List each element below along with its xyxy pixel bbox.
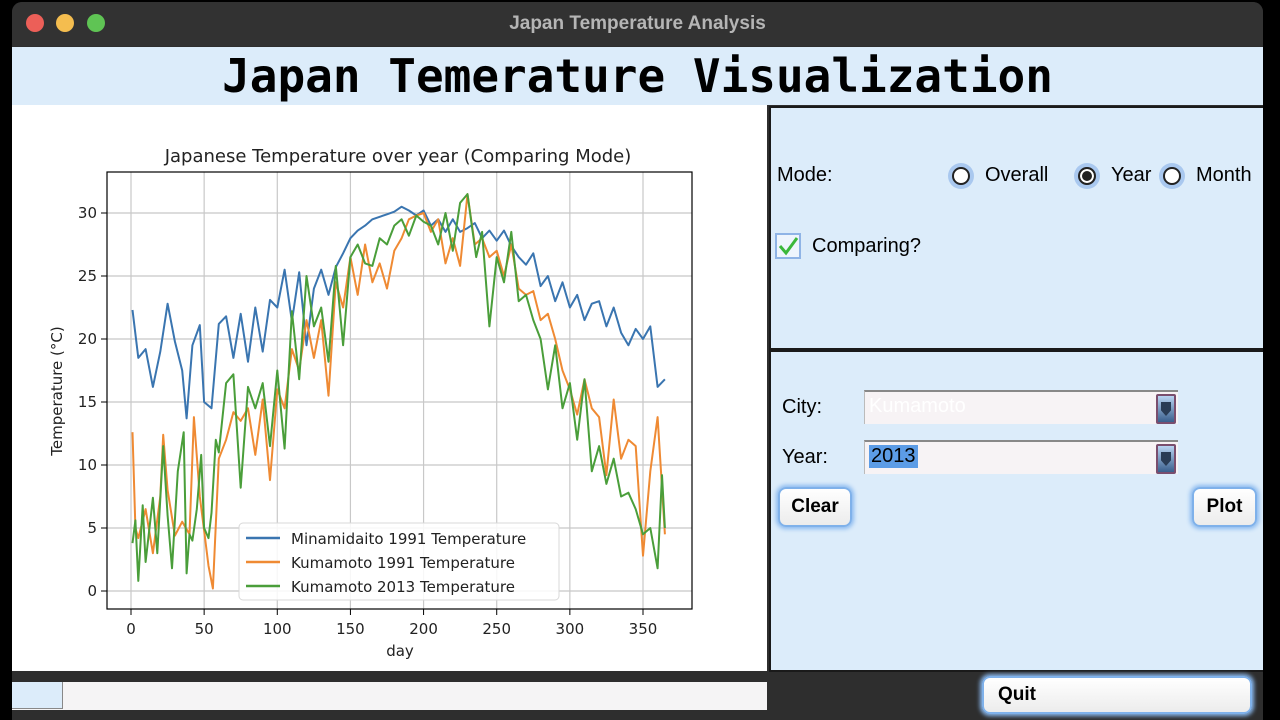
close-window-button[interactable] [26, 14, 44, 32]
x-tick-label: 300 [556, 620, 585, 638]
y-tick-label: 25 [78, 267, 97, 285]
legend-label: Minamidaito 1991 Temperature [291, 530, 526, 548]
minimize-window-button[interactable] [56, 14, 74, 32]
radio-overall-label[interactable]: Overall [985, 164, 1049, 186]
x-tick-label: 200 [409, 620, 438, 638]
app-window: Japan Temperature Analysis Japan Temerat… [12, 2, 1263, 720]
year-dropdown-arrow-icon[interactable] [1156, 444, 1176, 474]
mode-label: Mode: [777, 164, 833, 186]
quit-button[interactable]: Quit [982, 676, 1252, 714]
y-axis-label: Temperature (°C) [48, 326, 66, 456]
chart-lines [131, 193, 666, 590]
comparing-checkbox[interactable] [775, 233, 801, 259]
clear-button[interactable]: Clear [778, 487, 852, 527]
y-tick-label: 30 [78, 204, 97, 222]
title-bar: Japan Temperature Analysis [12, 2, 1263, 46]
plot-frame [106, 171, 693, 610]
city-value[interactable]: Kumamoto [869, 395, 966, 417]
y-tick-label: 10 [78, 456, 97, 474]
legend-box [238, 522, 560, 601]
x-tick-label: 50 [195, 620, 214, 638]
app-header: Japan Temerature Visualization [12, 47, 1263, 105]
comparing-label[interactable]: Comparing? [812, 235, 921, 257]
status-indicator [12, 682, 63, 709]
x-tick-label: 100 [263, 620, 292, 638]
chart-title: Japanese Temperature over year (Comparin… [164, 146, 632, 167]
selection-panel: City: Kumamoto Year: 2013 Clear Plot [769, 350, 1263, 672]
year-label: Year: [782, 446, 828, 468]
chart-legend: Minamidaito 1991 Temperature Kumamoto 199… [238, 522, 560, 601]
x-tick-label: 0 [126, 620, 136, 638]
x-tick-label: 250 [482, 620, 511, 638]
x-tick-label: 150 [336, 620, 365, 638]
temperature-chart: 0 50 100 150 200 250 300 350 0 5 10 15 20 25 30 Japane… [48, 146, 693, 660]
city-combobox[interactable]: Kumamoto [864, 390, 1178, 424]
year-value[interactable]: 2013 [869, 445, 918, 468]
series-line-2 [131, 193, 666, 582]
city-label: City: [782, 396, 822, 418]
radio-year-label[interactable]: Year [1111, 164, 1152, 186]
series-line-0 [131, 205, 666, 420]
plot-button[interactable]: Plot [1192, 487, 1257, 527]
city-dropdown-arrow-icon[interactable] [1156, 394, 1176, 424]
radio-month-label[interactable]: Month [1196, 164, 1252, 186]
radio-overall[interactable] [952, 167, 970, 185]
chart-ticks: 0 50 100 150 200 250 300 350 0 5 10 15 20 25 30 [78, 204, 657, 638]
chart-panel: 0 50 100 150 200 250 300 350 0 5 10 15 20 25 30 Japane… [12, 105, 767, 671]
x-tick-label: 350 [629, 620, 658, 638]
status-bar [12, 682, 767, 710]
legend-label: Kumamoto 1991 Temperature [291, 554, 515, 572]
window-title: Japan Temperature Analysis [509, 13, 766, 34]
legend-label: Kumamoto 2013 Temperature [291, 578, 515, 596]
mode-panel: Mode: Overall Year Month Comparing? [769, 106, 1263, 350]
checkmark-icon [778, 237, 799, 256]
page-title: Japan Temerature Visualization [222, 49, 1053, 103]
radio-month[interactable] [1163, 167, 1181, 185]
y-tick-label: 5 [87, 519, 97, 537]
y-tick-label: 0 [87, 582, 97, 600]
y-tick-label: 15 [78, 393, 97, 411]
year-combobox[interactable]: 2013 [864, 440, 1178, 474]
radio-year[interactable] [1078, 167, 1096, 185]
zoom-window-button[interactable] [87, 14, 105, 32]
y-tick-label: 20 [78, 330, 97, 348]
x-axis-label: day [386, 642, 414, 660]
